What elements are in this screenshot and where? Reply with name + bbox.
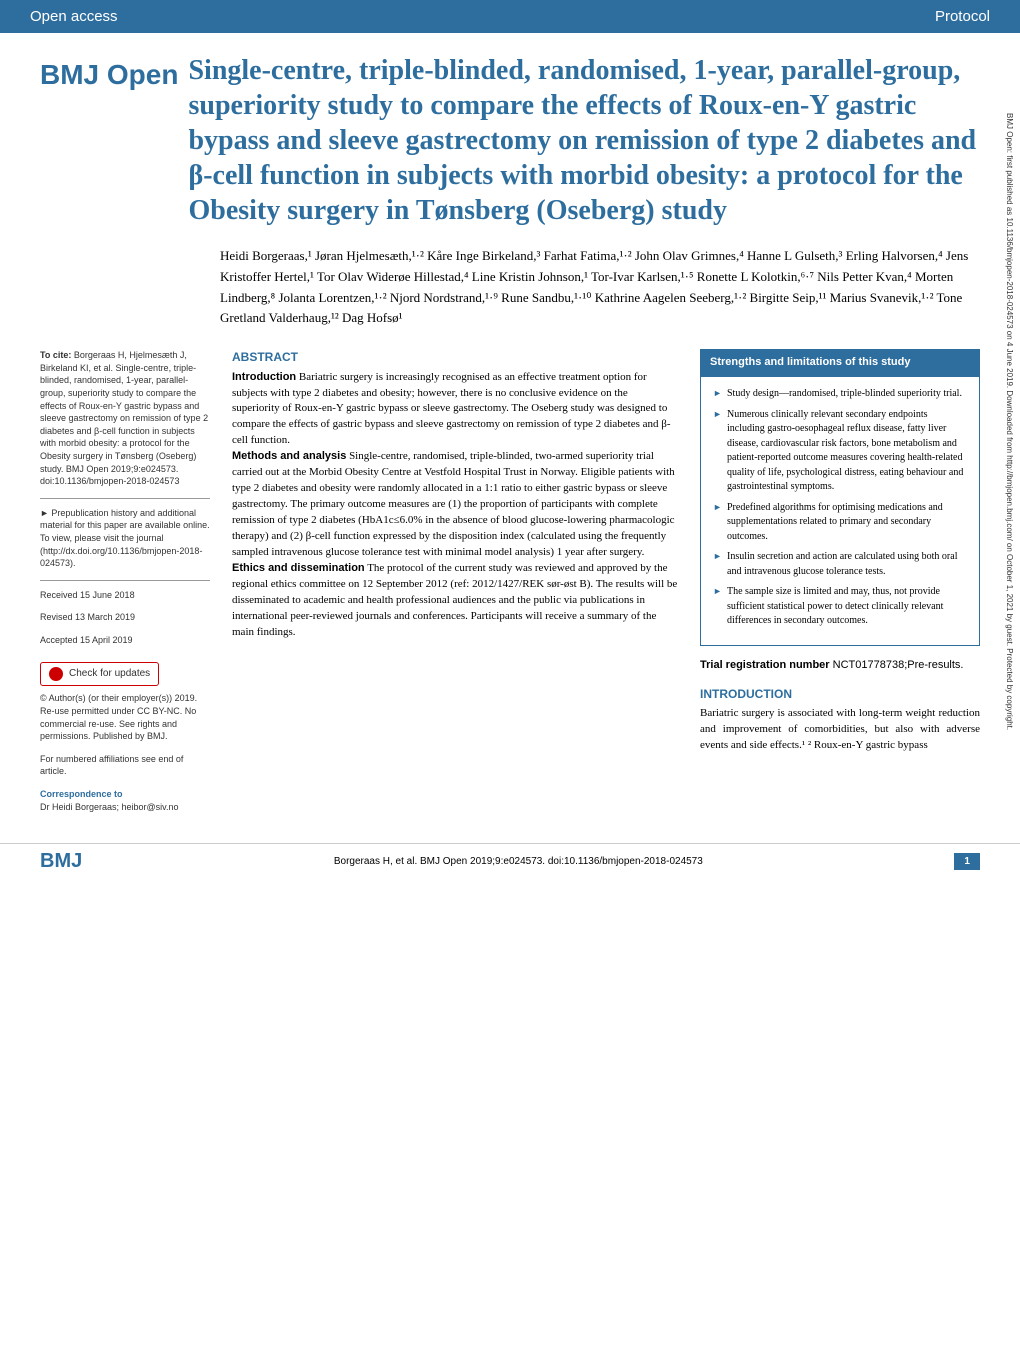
methods-label: Methods and analysis [232,450,346,462]
intro-text: Bariatric surgery is increasingly recogn… [232,371,671,447]
check-updates-button[interactable]: Check for updates [40,662,159,686]
title-row: BMJ Open Single-centre, triple-blinded, … [40,53,980,228]
cite-label: To cite: [40,350,71,360]
list-item: Numerous clinically relevant secondary e… [713,408,967,495]
abstract-heading: ABSTRACT [232,349,678,366]
check-updates-label: Check for updates [69,667,150,681]
correspondence-block: Correspondence to Dr Heidi Borgeraas; he… [40,788,210,813]
sidebar: To cite: Borgeraas H, Hjelmesæth J, Birk… [40,349,210,823]
introduction-text: Bariatric surgery is associated with lon… [700,706,980,754]
list-item: The sample size is limited and may, thus… [713,585,967,629]
abstract-ethics: Ethics and dissemination The protocol of… [232,561,678,641]
list-item: Predefined algorithms for optimising med… [713,501,967,545]
received-date: Received 15 June 2018 [40,589,210,602]
footer-citation: Borgeraas H, et al. BMJ Open 2019;9:e024… [334,856,703,867]
page-footer: BMJ Borgeraas H, et al. BMJ Open 2019;9:… [0,843,1020,879]
header-bar: Open access Protocol [0,0,1020,33]
journal-logo: BMJ Open [40,53,178,228]
affiliations-note: For numbered affiliations see end of art… [40,753,210,778]
intro-label: Introduction [232,371,296,383]
abstract-intro: Introduction Bariatric surgery is increa… [232,370,678,450]
copyright-sidebar: BMJ Open: first published as 10.1136/bmj… [1005,113,1014,1313]
list-item: Study design—randomised, triple-blinded … [713,387,967,402]
page-content: BMJ Open Single-centre, triple-blinded, … [0,33,1020,843]
main-columns: To cite: Borgeraas H, Hjelmesæth J, Birk… [40,349,980,823]
methods-text: Single-centre, randomised, triple-blinde… [232,450,675,558]
abstract-methods: Methods and analysis Single-centre, rand… [232,449,678,561]
correspondence-text: Dr Heidi Borgeraas; heibor@siv.no [40,802,179,812]
article-title: Single-centre, triple-blinded, randomise… [188,53,980,228]
divider [40,498,210,499]
ethics-label: Ethics and dissemination [232,562,365,574]
header-right: Protocol [935,8,990,25]
trial-reg-value: NCT01778738;Pre-results. [830,659,964,671]
introduction-heading: INTRODUCTION [700,686,980,703]
citation-block: To cite: Borgeraas H, Hjelmesæth J, Birk… [40,349,210,488]
strengths-list: Study design—randomised, triple-blinded … [713,387,967,629]
bmj-logo: BMJ [40,850,82,873]
divider [40,580,210,581]
revised-date: Revised 13 March 2019 [40,611,210,624]
prepub-note: ► Prepublication history and additional … [40,507,210,570]
correspondence-label: Correspondence to [40,789,123,799]
trial-reg-label: Trial registration number [700,659,830,671]
trial-registration: Trial registration number NCT01778738;Pr… [700,658,980,674]
strengths-box-body: Study design—randomised, triple-blinded … [700,377,980,646]
accepted-date: Accepted 15 April 2019 [40,634,210,647]
strengths-box-heading: Strengths and limitations of this study [700,349,980,377]
license-text: © Author(s) (or their employer(s)) 2019.… [40,692,210,742]
header-left: Open access [30,8,118,25]
page-number: 1 [954,853,980,870]
crossmark-icon [49,667,63,681]
right-column: Strengths and limitations of this study … [700,349,980,823]
list-item: Insulin secretion and action are calcula… [713,550,967,579]
authors-list: Heidi Borgeraas,¹ Jøran Hjelmesæth,¹·² K… [40,246,980,329]
abstract-column: ABSTRACT Introduction Bariatric surgery … [232,349,678,823]
cite-text: Borgeraas H, Hjelmesæth J, Birkeland KI,… [40,350,208,486]
